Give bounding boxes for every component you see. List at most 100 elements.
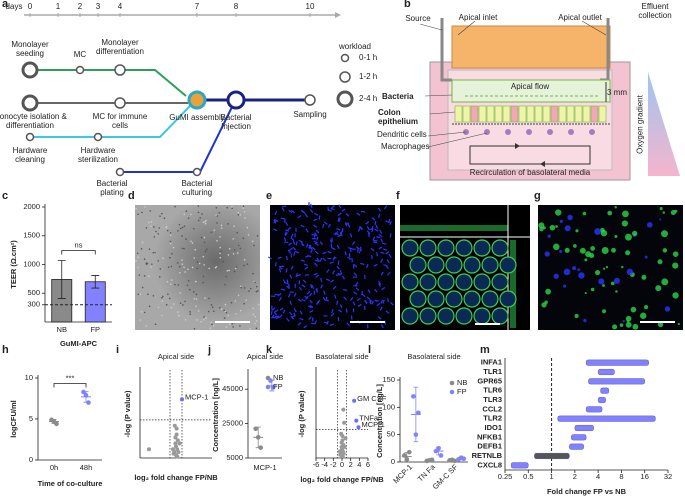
x-tick-label: 0.25 xyxy=(498,472,513,481)
nucleus xyxy=(297,298,302,302)
immune-cell xyxy=(589,129,595,135)
legend-marker xyxy=(449,380,455,386)
epithelial-cell xyxy=(590,105,599,123)
texture xyxy=(152,295,155,297)
leader-line xyxy=(429,111,456,115)
nucleus xyxy=(331,309,334,314)
texture xyxy=(196,261,199,263)
nucleus xyxy=(351,257,353,262)
texture xyxy=(234,267,237,270)
category-label: RETNLB xyxy=(472,451,503,460)
texture xyxy=(170,306,173,309)
nucleus xyxy=(343,296,348,301)
nucleus xyxy=(300,209,305,214)
nucleus xyxy=(310,249,313,254)
cell xyxy=(610,281,615,286)
cell xyxy=(564,225,571,232)
nucleus xyxy=(299,317,304,321)
texture xyxy=(240,286,242,289)
range-bar xyxy=(585,406,603,413)
cell xyxy=(463,290,481,308)
cell xyxy=(573,244,577,248)
data-point xyxy=(173,435,178,440)
panel-label: i xyxy=(116,344,120,356)
epithelial-cell xyxy=(462,105,471,123)
texture xyxy=(202,255,205,258)
nucleus xyxy=(330,312,335,317)
epithelial-cell xyxy=(582,105,591,123)
cell xyxy=(473,273,491,291)
texture xyxy=(189,288,191,291)
texture xyxy=(193,297,196,300)
nucleus xyxy=(301,284,306,288)
texture xyxy=(191,266,194,269)
nucleus xyxy=(303,263,308,266)
nucleus xyxy=(339,304,343,309)
texture xyxy=(234,300,237,302)
error-bar xyxy=(51,419,57,424)
nucleus xyxy=(337,234,342,238)
texture xyxy=(140,248,143,250)
point-label: MCP-1 xyxy=(185,392,208,401)
nucleus xyxy=(305,295,309,300)
texture xyxy=(226,206,229,209)
node-label: GuMI assembly xyxy=(169,113,225,122)
cell xyxy=(613,277,620,284)
texture xyxy=(202,281,204,284)
device-label: Apical outlet xyxy=(558,13,602,22)
nucleus xyxy=(293,312,296,317)
texture xyxy=(215,207,218,209)
epithelial-cell xyxy=(558,105,567,123)
significance-bracket xyxy=(53,383,87,388)
leader-line xyxy=(427,131,467,137)
nucleus xyxy=(347,223,351,228)
texture xyxy=(186,284,189,287)
x-tick-label: -6 xyxy=(313,460,320,469)
texture xyxy=(183,213,186,216)
nucleus xyxy=(380,251,385,254)
device-label: Recirculation of basolateral media xyxy=(469,168,591,177)
nucleus xyxy=(285,229,290,232)
apical-block xyxy=(451,25,611,69)
texture xyxy=(195,280,197,283)
data-point xyxy=(171,447,175,452)
cell xyxy=(567,214,573,221)
cell xyxy=(553,273,559,279)
texture xyxy=(150,266,152,268)
texture xyxy=(139,319,142,321)
nucleus xyxy=(336,227,341,231)
panel-label: e xyxy=(266,190,273,202)
nucleus xyxy=(303,325,308,329)
nucleus xyxy=(293,292,297,297)
nucleus xyxy=(273,220,278,224)
workflow-node xyxy=(304,94,316,106)
cell xyxy=(601,247,609,254)
texture xyxy=(197,219,200,222)
nucleus xyxy=(281,207,285,212)
legend-label: 0-1 h xyxy=(359,53,378,62)
node-label: Hardware cleaning xyxy=(12,146,48,164)
nucleus xyxy=(337,217,340,222)
texture xyxy=(141,286,144,289)
nucleus xyxy=(302,279,307,284)
texture xyxy=(170,265,173,268)
panel-label: j xyxy=(208,344,212,356)
panel-label: d xyxy=(128,190,135,202)
x-tick-label: 0.5 xyxy=(523,472,533,481)
nucleus xyxy=(356,297,361,302)
texture xyxy=(187,217,190,219)
nucleus xyxy=(380,258,384,263)
cell xyxy=(499,290,517,308)
texture xyxy=(197,310,200,312)
nucleus xyxy=(270,310,273,315)
texture xyxy=(169,242,172,245)
nucleus xyxy=(294,250,300,254)
nucleus xyxy=(267,256,273,260)
error-bar xyxy=(57,260,66,299)
epithelial-cell xyxy=(510,105,519,123)
nucleus xyxy=(306,290,311,295)
nucleus xyxy=(381,286,386,291)
texture xyxy=(162,257,164,260)
nucleus xyxy=(284,231,288,236)
epithelial-cell xyxy=(566,105,575,123)
